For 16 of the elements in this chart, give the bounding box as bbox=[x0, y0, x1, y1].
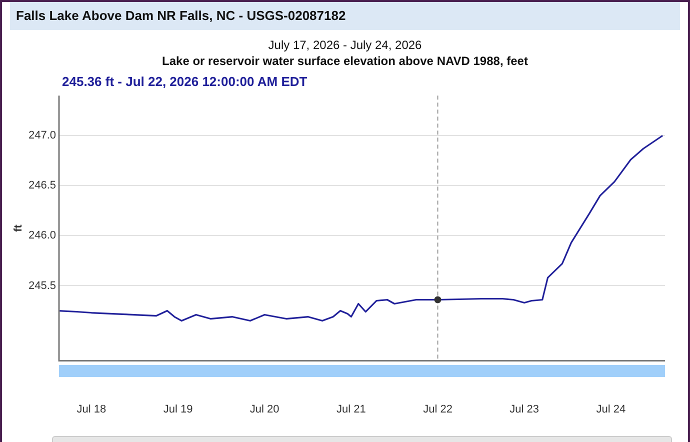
text: Lake or reservoir water surface elevation above NAVD 1988, feet bbox=[161, 54, 529, 68]
x-tick-label: Jul 21 bbox=[336, 403, 366, 416]
chart-title: Falls Lake Above Dam NR Falls, NC - USGS-02087182 bbox=[10, 2, 680, 30]
y-axis-title: ft bbox=[12, 224, 25, 232]
y-tick-label: 246.0 bbox=[28, 230, 56, 242]
x-tick-label: Jul 24 bbox=[596, 403, 626, 416]
x-tick-label: Jul 23 bbox=[510, 403, 539, 416]
x-tick-label: Jul 18 bbox=[76, 403, 106, 416]
y-tick-label: 247.0 bbox=[28, 130, 56, 142]
chart-subtitle: July 17, 2026 - July 24, 2026 bbox=[267, 38, 423, 52]
x-tick-label: Jul 19 bbox=[163, 403, 193, 416]
y-tick-label: 245.5 bbox=[28, 280, 56, 292]
x-tick-label: Jul 20 bbox=[250, 403, 280, 416]
y-tick-label: 246.5 bbox=[28, 180, 56, 192]
x-tick-label: Jul 22 bbox=[423, 403, 452, 416]
text: 245.36 ft - Jul 22, 2026 12:00:00 AM EDT bbox=[62, 74, 308, 89]
